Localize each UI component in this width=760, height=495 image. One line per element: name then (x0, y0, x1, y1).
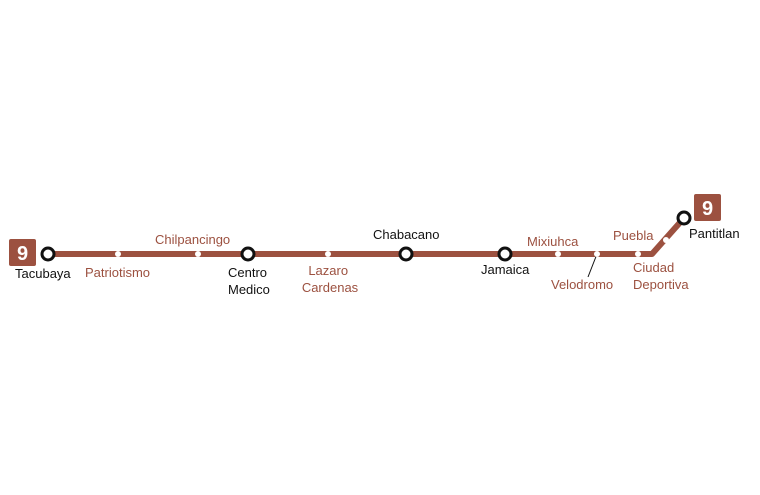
svg-text:9: 9 (702, 198, 713, 220)
station-mixiuhca-marker[interactable] (555, 251, 561, 257)
station-label-jamaica: Jamaica (481, 262, 530, 277)
station-labels: Tacubaya Patriotismo Chilpancingo Centro… (15, 226, 740, 297)
station-lazaro-cardenas-marker[interactable] (325, 251, 331, 257)
station-label-velodromo: Velodromo (551, 277, 613, 292)
station-label-pantitlan: Pantitlan (689, 226, 740, 241)
svg-text:9: 9 (17, 243, 28, 265)
station-label-chilpancingo: Chilpancingo (155, 232, 230, 247)
velodromo-leader-line (587, 253, 598, 278)
station-label-tacubaya: Tacubaya (15, 266, 71, 281)
line-9-route (45, 215, 687, 257)
station-ciudad-deportiva-marker[interactable] (635, 251, 641, 257)
station-label-lazaro-cardenas: Lazaro Cardenas (302, 263, 359, 295)
station-centro-medico-marker[interactable] (240, 246, 256, 262)
station-patriotismo-marker[interactable] (115, 251, 121, 257)
station-chabacano-marker[interactable] (398, 246, 414, 262)
station-tacubaya-marker[interactable] (40, 246, 56, 262)
line-badge-west: 9 (9, 239, 36, 266)
station-label-chabacano: Chabacano (373, 227, 440, 242)
station-chilpancingo-marker[interactable] (195, 251, 201, 257)
station-label-ciudad-deportiva: Ciudad Deportiva (633, 260, 689, 292)
line-badge-east: 9 (694, 194, 721, 221)
station-label-centro-medico: Centro Medico (228, 265, 271, 297)
station-pantitlan-marker[interactable] (676, 210, 692, 226)
station-velodromo-marker[interactable] (594, 251, 600, 257)
station-label-puebla: Puebla (613, 228, 654, 243)
station-puebla-marker[interactable] (663, 237, 669, 243)
station-label-mixiuhca: Mixiuhca (527, 234, 579, 249)
station-jamaica-marker[interactable] (497, 246, 513, 262)
station-markers (40, 210, 692, 262)
station-label-patriotismo: Patriotismo (85, 265, 150, 280)
